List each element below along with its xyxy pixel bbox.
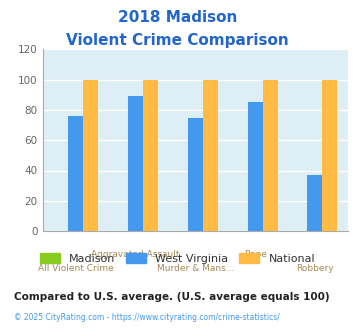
Bar <box>322 80 337 231</box>
Text: Aggravated Assault: Aggravated Assault <box>91 250 180 259</box>
Bar <box>143 80 158 231</box>
Bar <box>68 116 83 231</box>
Text: All Violent Crime: All Violent Crime <box>38 264 113 273</box>
Bar <box>263 80 278 231</box>
Text: 2018 Madison: 2018 Madison <box>118 10 237 25</box>
Bar <box>83 80 98 231</box>
Text: Murder & Mans...: Murder & Mans... <box>157 264 234 273</box>
Bar <box>307 175 322 231</box>
Text: Robbery: Robbery <box>296 264 334 273</box>
Bar <box>248 102 263 231</box>
Bar <box>188 117 203 231</box>
Text: © 2025 CityRating.com - https://www.cityrating.com/crime-statistics/: © 2025 CityRating.com - https://www.city… <box>14 314 280 322</box>
Text: Violent Crime Comparison: Violent Crime Comparison <box>66 33 289 48</box>
Bar <box>203 80 218 231</box>
Text: Compared to U.S. average. (U.S. average equals 100): Compared to U.S. average. (U.S. average … <box>14 292 330 302</box>
Text: Rape: Rape <box>244 250 267 259</box>
Legend: Madison, West Virginia, National: Madison, West Virginia, National <box>36 249 320 268</box>
Bar <box>128 96 143 231</box>
